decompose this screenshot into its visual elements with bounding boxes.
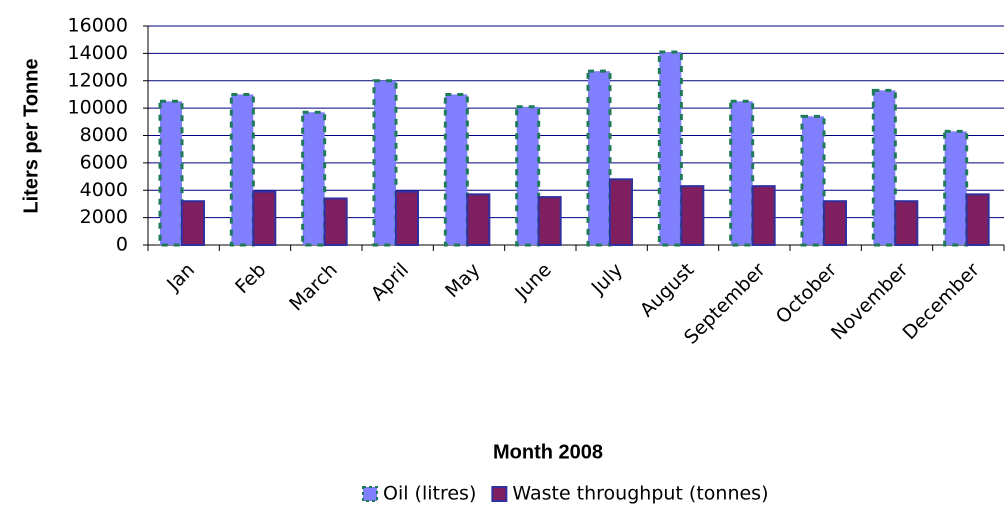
- bar: [466, 193, 491, 246]
- x-tick-label: Feb: [231, 259, 270, 298]
- x-tick-label: July: [587, 259, 627, 299]
- y-tick-label: 12000: [68, 69, 128, 91]
- y-tick-label: 10000: [68, 97, 128, 119]
- x-axis-label: Month 2008: [493, 441, 603, 463]
- legend-swatch: [491, 486, 508, 502]
- x-tick-label: October: [772, 259, 841, 328]
- y-tick-label: 8000: [80, 124, 128, 146]
- legend-swatch: [362, 486, 378, 502]
- x-tick-label: June: [510, 259, 556, 305]
- bar: [894, 200, 919, 246]
- bar: [181, 200, 205, 246]
- bar: [871, 88, 897, 247]
- bar: [609, 178, 633, 246]
- bar: [229, 92, 255, 247]
- y-axis-label: Liters per Tonne: [20, 58, 42, 213]
- y-tick-label: 2000: [80, 206, 128, 228]
- bar: [158, 99, 184, 247]
- x-tick-label: Jan: [162, 259, 199, 296]
- x-tick-label: April: [367, 259, 413, 305]
- bar: [443, 92, 469, 247]
- y-tick-label: 4000: [80, 179, 128, 201]
- bar: [680, 185, 705, 247]
- bar: [372, 79, 398, 247]
- bar: [823, 200, 847, 246]
- bar: [537, 196, 562, 246]
- x-tick-label: March: [285, 259, 342, 316]
- y-tick-label: 14000: [68, 42, 128, 64]
- bar: [943, 129, 969, 247]
- bar: [657, 50, 683, 247]
- y-tick-label: 16000: [68, 15, 128, 37]
- bar: [751, 185, 776, 247]
- legend-label: Oil (litres): [383, 483, 476, 505]
- bar: [301, 110, 327, 247]
- x-tick-label: November: [827, 259, 913, 345]
- bar: [586, 69, 612, 247]
- bar: [323, 197, 348, 246]
- x-tick-label: December: [899, 259, 984, 344]
- bar: [395, 190, 419, 246]
- bar: [515, 105, 541, 247]
- x-tick-label: August: [636, 259, 699, 322]
- bar: [965, 193, 990, 246]
- bar: [800, 114, 826, 247]
- y-tick-label: 0: [116, 234, 128, 256]
- bar: [252, 190, 277, 246]
- x-tick-label: May: [441, 259, 484, 302]
- y-tick-label: 6000: [80, 151, 128, 173]
- legend-label: Waste throughput (tonnes): [512, 483, 768, 505]
- bar: [729, 99, 755, 247]
